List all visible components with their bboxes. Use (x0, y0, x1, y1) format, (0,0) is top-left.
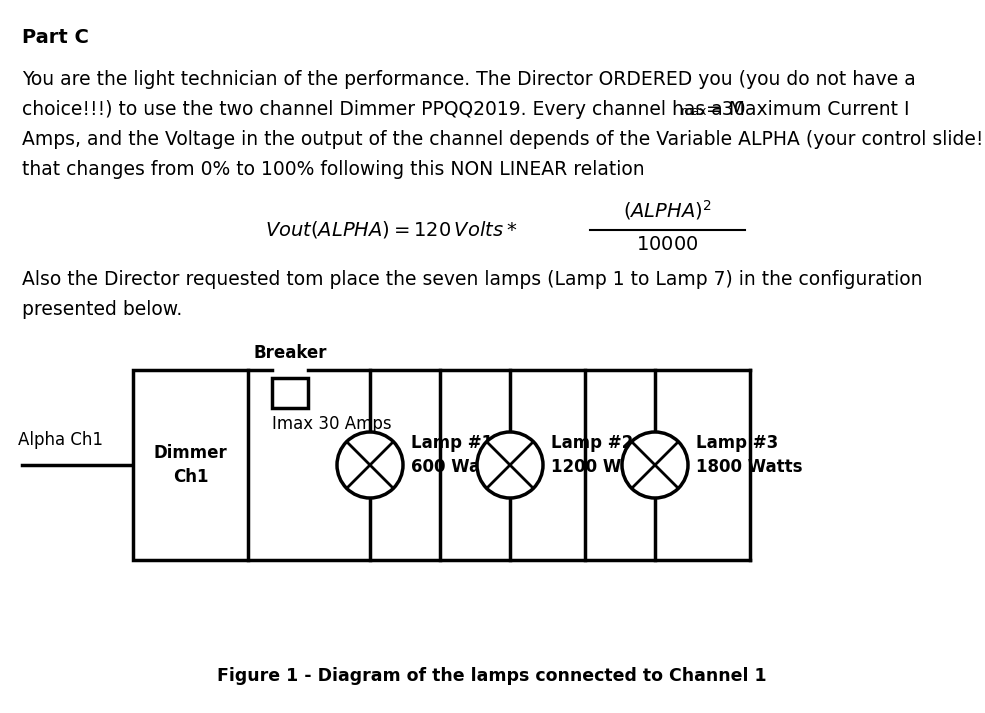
Text: Lamp #2
1200 Watts: Lamp #2 1200 Watts (551, 434, 658, 476)
Text: Imax 30 Amps: Imax 30 Amps (272, 415, 392, 433)
Text: You are the light technician of the performance. The Director ORDERED you (you d: You are the light technician of the perf… (22, 70, 916, 89)
Text: Breaker: Breaker (253, 344, 327, 362)
Text: Amps, and the Voltage in the output of the channel depends of the Variable ALPHA: Amps, and the Voltage in the output of t… (22, 130, 985, 149)
Text: Part C: Part C (22, 28, 89, 47)
Text: choice!!!) to use the two channel Dimmer PPQQ2019. Every channel has a Maximum C: choice!!!) to use the two channel Dimmer… (22, 100, 909, 119)
Text: max: max (681, 105, 707, 118)
Circle shape (337, 432, 403, 498)
Text: Lamp #1
600 Watts: Lamp #1 600 Watts (411, 434, 506, 476)
Circle shape (477, 432, 543, 498)
Bar (272, 378, 308, 408)
Text: presented below.: presented below. (22, 300, 182, 319)
Text: =30: =30 (706, 100, 746, 119)
Text: Alpha Ch1: Alpha Ch1 (18, 431, 103, 449)
Text: $\mathit{(ALPHA)^2}$: $\mathit{(ALPHA)^2}$ (624, 198, 712, 222)
Text: $\mathit{10000}$: $\mathit{10000}$ (636, 236, 698, 254)
Text: Also the Director requested tom place the seven lamps (Lamp 1 to Lamp 7) in the : Also the Director requested tom place th… (22, 270, 923, 289)
Text: Figure 1 - Diagram of the lamps connected to Channel 1: Figure 1 - Diagram of the lamps connecte… (217, 667, 766, 685)
Bar (133, 370, 248, 560)
Text: $\mathit{Vout(ALPHA) = 120\,Volts} *$: $\mathit{Vout(ALPHA) = 120\,Volts} *$ (265, 220, 517, 240)
Text: Dimmer
Ch1: Dimmer Ch1 (154, 443, 228, 486)
Circle shape (622, 432, 688, 498)
Text: Lamp #3
1800 Watts: Lamp #3 1800 Watts (696, 434, 803, 476)
Text: that changes from 0% to 100% following this NON LINEAR relation: that changes from 0% to 100% following t… (22, 160, 644, 179)
